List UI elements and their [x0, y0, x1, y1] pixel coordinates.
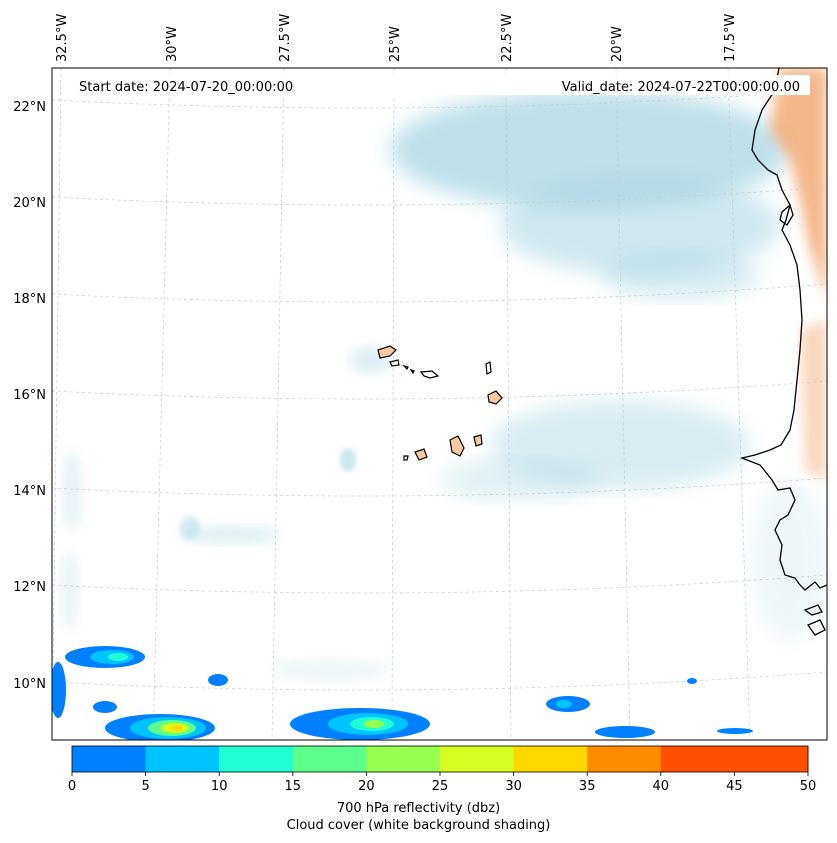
colorbar-segment — [292, 746, 367, 772]
longitude-ticks: 32.5°W 30°W 27.5°W 25°W 22.5°W 20°W 17.5… — [55, 14, 738, 62]
lat-tick-label: 12°N — [13, 580, 46, 595]
graticule — [52, 68, 827, 740]
colorbar-tick-label: 5 — [141, 779, 149, 794]
lon-tick-label: 32.5°W — [55, 14, 70, 62]
cloud-cover-shading — [60, 90, 827, 682]
valid-date-label: Valid_date: 2024-07-22T00:00:00.00 — [562, 80, 800, 95]
colorbar-tick-label: 10 — [211, 779, 228, 794]
lat-tick-label: 20°N — [13, 196, 46, 211]
lat-tick-label: 18°N — [13, 292, 46, 307]
lat-tick-label: 16°N — [13, 388, 46, 403]
colorbar-segment — [734, 746, 809, 772]
lat-tick-label: 14°N — [13, 484, 46, 499]
colorbar-tick-label: 0 — [68, 779, 76, 794]
colorbar-tick-label: 25 — [432, 779, 449, 794]
lon-tick-label: 17.5°W — [723, 14, 738, 62]
start-date-label: Start date: 2024-07-20_00:00:00 — [79, 80, 293, 95]
colorbar-segment — [366, 746, 441, 772]
cape-verde-islands — [377, 345, 503, 461]
colorbar-tick-label: 20 — [358, 779, 375, 794]
land-heat-shading — [770, 68, 827, 480]
colorbar-segment — [513, 746, 588, 772]
colorbar-tick-label: 45 — [726, 779, 743, 794]
map-frame — [51, 67, 828, 741]
colorbar-tick-label: 40 — [653, 779, 670, 794]
colorbar-subtitle: Cloud cover (white background shading) — [286, 818, 551, 833]
colorbar-segment — [219, 746, 294, 772]
lon-tick-label: 27.5°W — [278, 14, 293, 62]
colorbar: 0 5 10 15 20 25 30 35 40 45 50 — [68, 745, 817, 794]
colorbar-tick-label: 35 — [579, 779, 596, 794]
colorbar-segment — [587, 746, 662, 772]
lat-tick-label: 22°N — [13, 100, 46, 115]
colorbar-segment — [72, 746, 147, 772]
header-box — [70, 75, 810, 95]
colorbar-segment — [145, 746, 220, 772]
lon-tick-label: 20°W — [610, 26, 625, 62]
colorbar-tick-label: 15 — [285, 779, 302, 794]
colorbar-segment — [440, 746, 515, 772]
lon-tick-label: 30°W — [165, 26, 180, 62]
reflectivity-cells — [52, 646, 753, 740]
lat-tick-label: 10°N — [13, 677, 46, 692]
colorbar-segment — [660, 746, 735, 772]
colorbar-tick-label: 50 — [800, 779, 817, 794]
lon-tick-label: 25°W — [388, 26, 403, 62]
latitude-ticks: 22°N 20°N 18°N 16°N 14°N 12°N 10°N — [13, 100, 46, 692]
colorbar-title: 700 hPa reflectivity (dbz) — [336, 801, 501, 816]
coastline — [739, 68, 827, 636]
lon-tick-label: 22.5°W — [500, 14, 515, 62]
colorbar-tick-label: 30 — [505, 779, 522, 794]
